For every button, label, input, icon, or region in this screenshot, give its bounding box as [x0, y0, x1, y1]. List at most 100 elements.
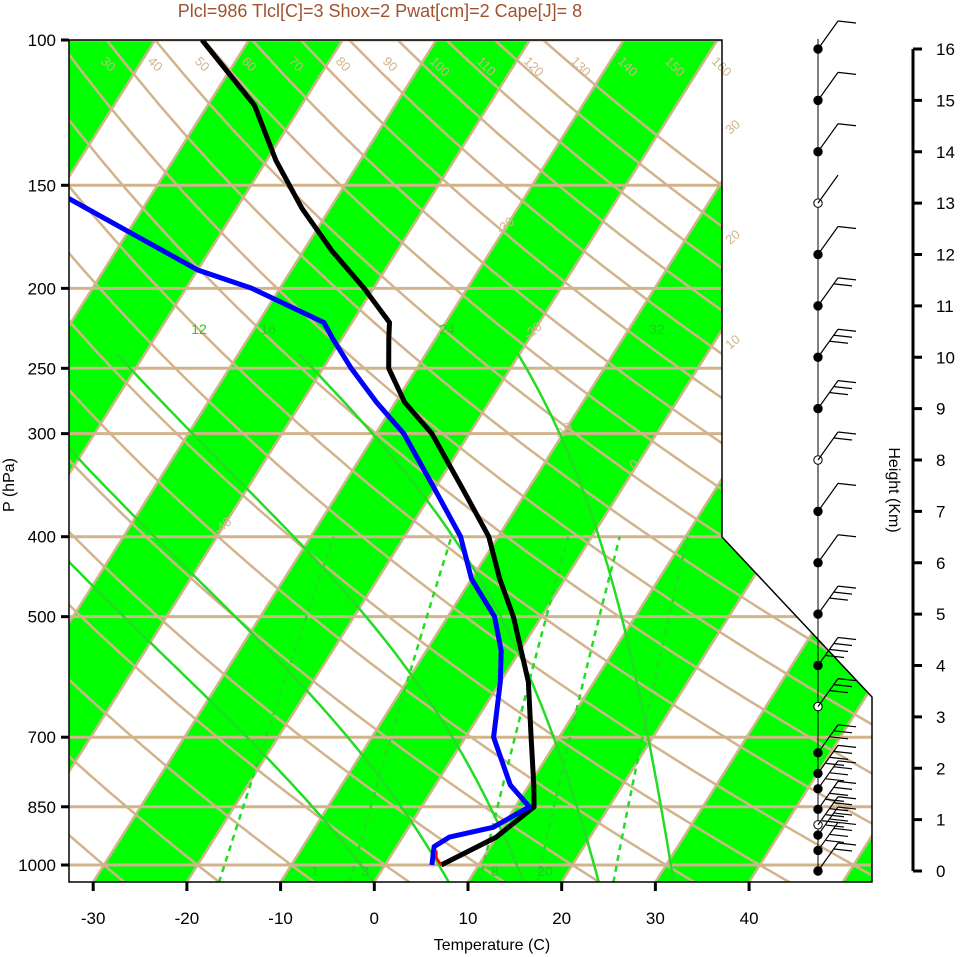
moist-adiabat [297, 352, 601, 882]
dry-adiabat [69, 40, 872, 882]
dry-adiabat [299, 40, 872, 882]
wind-barb-flag [833, 827, 853, 832]
wind-barb-flag [837, 431, 857, 435]
wind-barb-flag [833, 386, 853, 390]
wind-barb-flag [833, 283, 853, 287]
wind-barb-flag [829, 756, 849, 760]
wind-barb-flag [829, 597, 849, 601]
moist-adiabat [516, 353, 676, 882]
p-tick-label: 400 [28, 528, 56, 547]
wind-barb-shaft [817, 431, 839, 461]
wind-barb-flag [829, 736, 849, 740]
mixing-ratio-line [612, 536, 689, 882]
wind-barb-flag [833, 812, 853, 816]
p-tick-label: 1000 [18, 856, 56, 875]
wind-barb-flag [825, 814, 845, 818]
height-tick-label: 12 [936, 246, 955, 265]
wind-barb-flag [837, 760, 857, 764]
sounding-series-line [435, 850, 443, 866]
wind-barb-shaft [817, 174, 839, 204]
wind-barb-shaft [817, 72, 839, 101]
isotherm-line [179, 40, 725, 882]
wind-barb-flag [833, 591, 853, 595]
dry-adiabat [69, 40, 872, 882]
wind-barb-shaft [817, 483, 839, 512]
chart-header: Plcl=986 Tlcl[C]=3 Shox=2 Pwat[cm]=2 Cap… [178, 1, 582, 21]
p-tick-label: 300 [28, 425, 56, 444]
temperature-band [69, 40, 349, 882]
wind-barb-flag [833, 766, 853, 770]
wind-barb-shaft [817, 123, 839, 153]
x-tick-label: 40 [740, 909, 759, 928]
wind-barb-shaft [817, 534, 839, 564]
plot-frame [68, 39, 873, 883]
wind-barb-flag [825, 798, 845, 802]
height-tick-label: 7 [936, 502, 945, 521]
wind-barb-flag [829, 772, 849, 776]
wind-barb-flag [829, 340, 849, 344]
moist-adiabat [69, 352, 375, 882]
wind-barb-flag [837, 842, 857, 846]
mixing-ratio-label: 1 [311, 863, 319, 879]
wind-barb-flag [829, 833, 849, 838]
wind-barb-flag [837, 585, 857, 589]
mixing-ratio-label: 12 [191, 321, 207, 337]
x-tick-label: -10 [268, 909, 293, 928]
x-axis-title: Temperature (C) [434, 937, 550, 954]
dry-adiabat [69, 40, 872, 882]
wind-barb-flag [825, 654, 845, 659]
wind-barb-flag [837, 123, 857, 127]
p-tick-label: 850 [28, 798, 56, 817]
x-tick-label: -30 [81, 909, 106, 928]
isotherm-line [69, 40, 350, 882]
p-tick-label: 250 [28, 359, 56, 378]
height-tick-label: 11 [936, 297, 954, 316]
wind-barb-shaft [817, 328, 839, 358]
mixing-ratio-line [535, 536, 622, 882]
wind-barb-shaft [817, 226, 839, 255]
wind-barb-shaft [817, 822, 839, 851]
wind-barb-flag [833, 730, 853, 734]
wind-barb-flag [837, 225, 857, 230]
wind-barb-flag [837, 744, 857, 748]
height-tick-label: 5 [936, 605, 945, 624]
wind-barb-flag [825, 839, 845, 844]
height-axis-title: Height (Km) [885, 447, 902, 532]
height-tick-label: 14 [936, 143, 955, 162]
wind-barb-flag [833, 437, 853, 441]
dry-adiabat [202, 40, 872, 882]
sounding-series [69, 40, 537, 868]
sounding-series-line [200, 40, 537, 868]
wind-barb-flag [829, 808, 849, 812]
mixing-ratio-label: 8 [491, 863, 499, 879]
height-tick-label: 6 [936, 554, 945, 573]
wind-barb-shaft [817, 20, 839, 50]
isotherm-label: 20 [722, 227, 743, 248]
isotherm-line [85, 40, 632, 882]
wind-barb-shaft [817, 724, 839, 754]
wind-profile [813, 20, 857, 876]
wind-barb-flag [825, 778, 845, 782]
wind-barb-flag [833, 786, 853, 790]
wind-barb-flag [837, 482, 857, 486]
wind-barb-shaft [817, 585, 839, 615]
wind-barb-flag [837, 328, 857, 332]
wind-barb-flag [837, 277, 857, 281]
wind-barb-shaft [817, 842, 839, 872]
mixing-ratio-label: 16 [260, 321, 276, 337]
height-tick-label: 9 [936, 400, 945, 419]
dry-adiabat [69, 40, 696, 882]
isotherm-label: 30 [722, 117, 743, 138]
axes: Temperature (C) P (hPa) Height (Km) -30 -… [1, 31, 955, 954]
wind-barb-flag [833, 684, 853, 688]
wind-barb-flag [837, 20, 857, 24]
wind-barb-flag [837, 678, 857, 682]
wind-barb-shaft [817, 796, 839, 826]
x-tick-label: 30 [646, 909, 665, 928]
height-tick-label: 15 [936, 91, 955, 110]
wind-barb-flag [833, 334, 853, 338]
x-tick-label: 20 [552, 909, 571, 928]
y-axis-title: P (hPa) [1, 458, 18, 512]
height-tick-label: 2 [936, 759, 945, 778]
